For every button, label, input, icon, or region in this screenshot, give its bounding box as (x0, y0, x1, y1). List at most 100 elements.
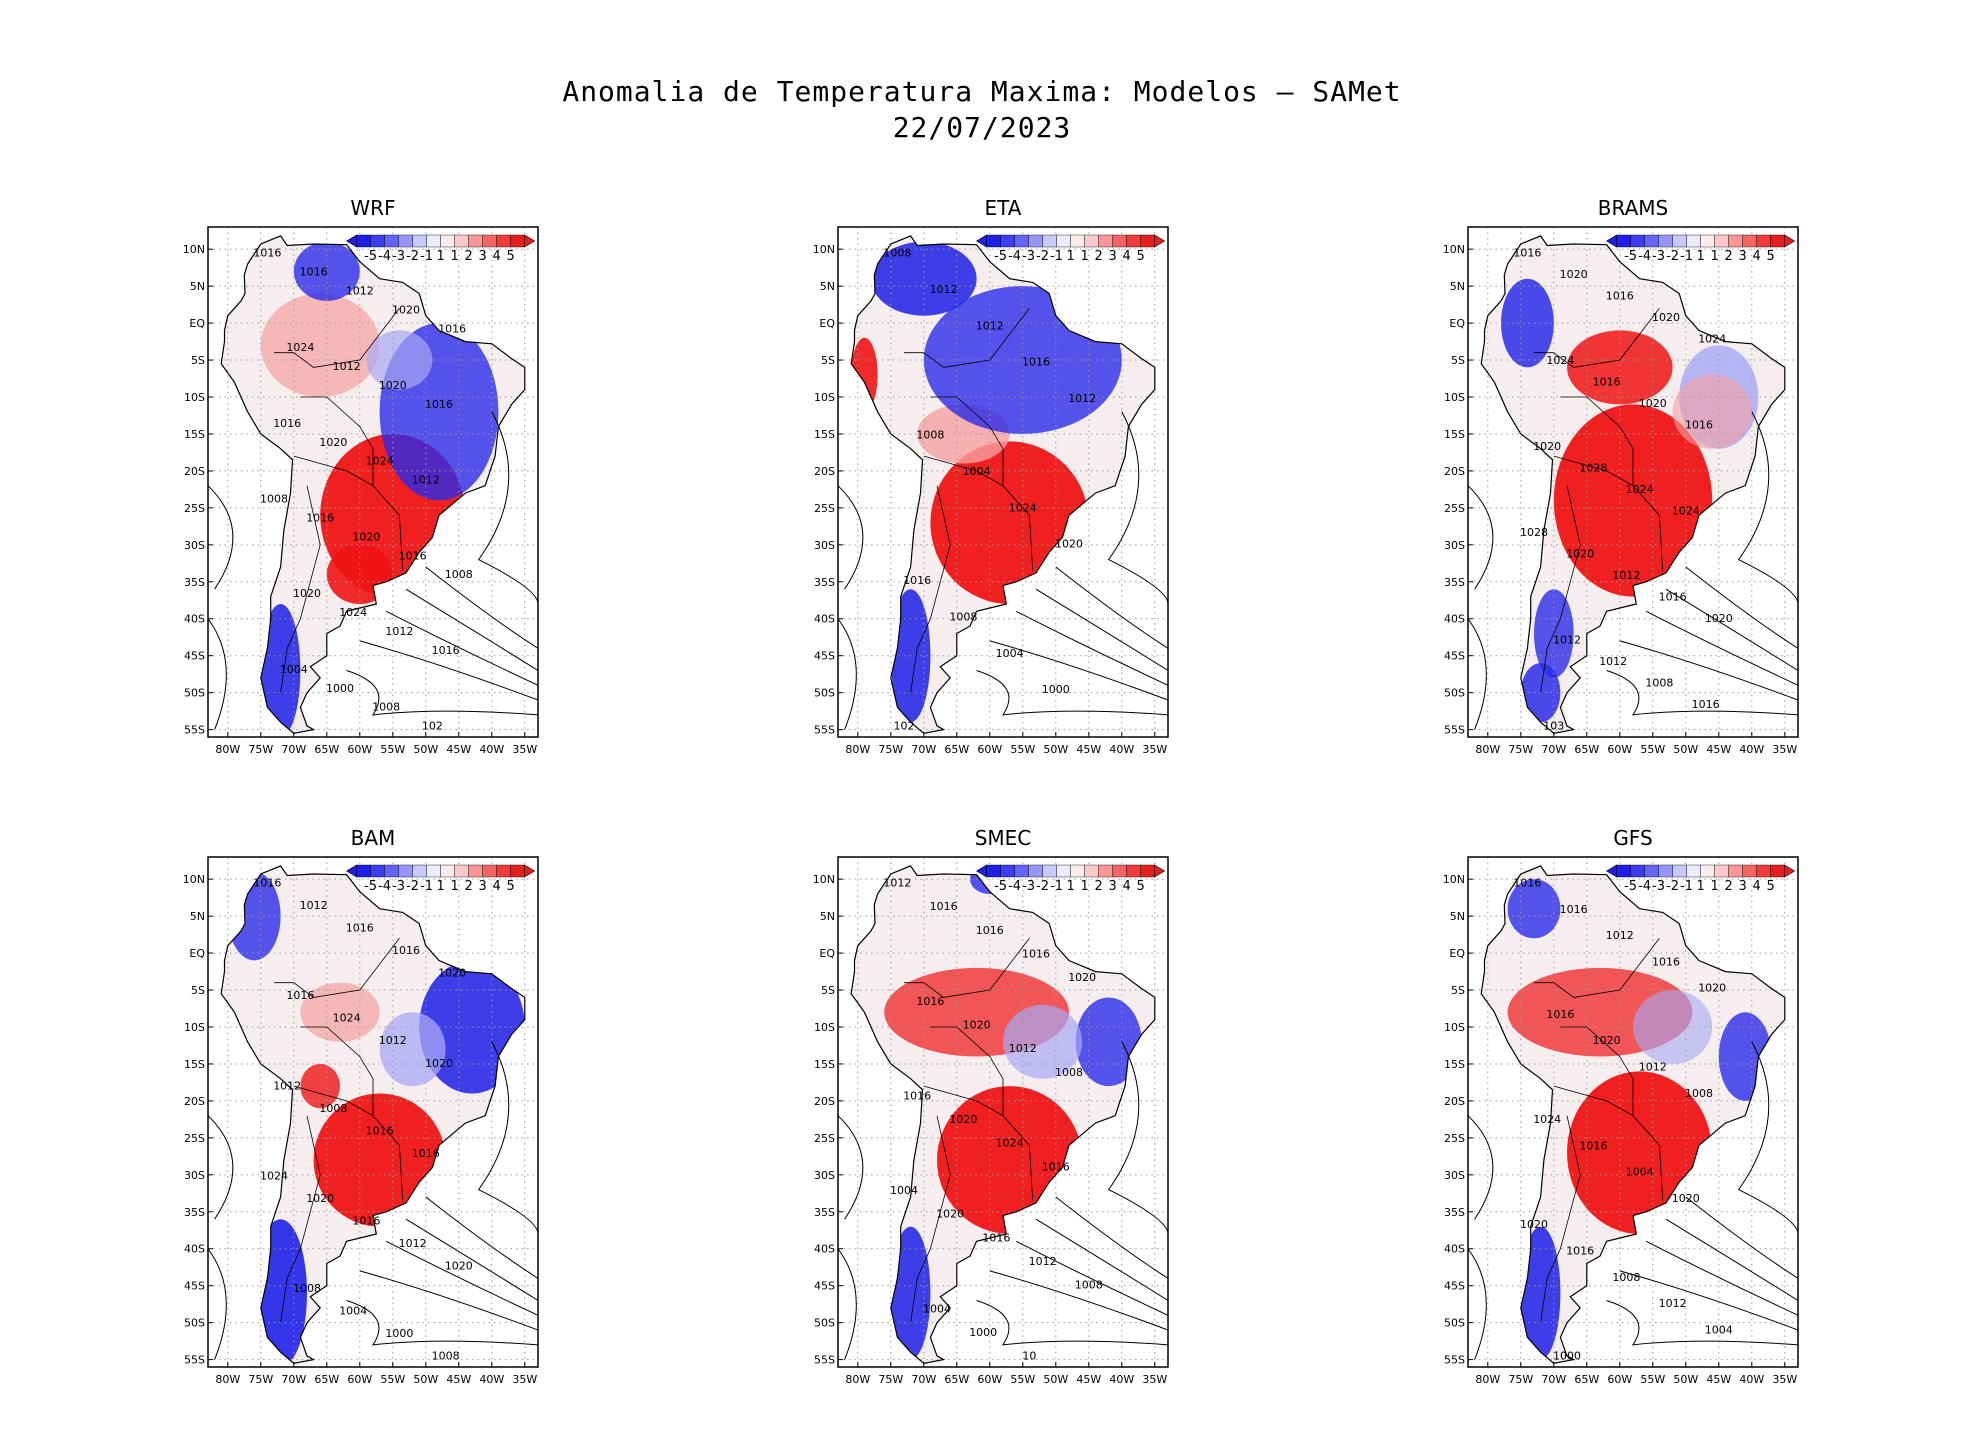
lon-tick-label: 50W (1673, 743, 1698, 756)
colorbar-swatch (1728, 234, 1743, 248)
colorbar-label: -5 (994, 249, 1007, 264)
lon-tick-label: 80W (1475, 1373, 1500, 1386)
country-border (274, 308, 400, 368)
colorbar-swatch (1686, 864, 1701, 878)
lat-tick-label: 5S (191, 984, 205, 997)
isobar-label: 1008 (883, 247, 911, 260)
colorbar-swatch (1630, 234, 1645, 248)
isobar-line (359, 640, 538, 701)
anomaly-warm (851, 337, 878, 412)
colorbar-label: 1 (450, 249, 458, 264)
colorbar-swatch (986, 234, 1001, 248)
isobar-line (477, 411, 538, 605)
colorbar-swatch (1714, 234, 1729, 248)
lon-tick-label: 70W (281, 1373, 306, 1386)
isobar-line (425, 1196, 538, 1279)
lat-tick-label: 5S (821, 354, 835, 367)
isobar-label: 1016 (366, 1124, 394, 1137)
colorbar-label: -2 (1666, 879, 1679, 894)
colorbar-arrow-left (976, 234, 987, 248)
lat-tick-label: 30S (184, 1169, 205, 1182)
lon-tick-label: 65W (944, 743, 969, 756)
isobar-label: 1016 (903, 1089, 931, 1102)
isobar-line (1035, 1218, 1168, 1301)
lon-tick-label: 60W (347, 743, 372, 756)
lon-tick-label: 35W (1772, 743, 1797, 756)
lat-tick-label: EQ (819, 947, 835, 960)
lat-tick-label: 20S (814, 1095, 835, 1108)
isobar-label: 1016 (352, 1215, 380, 1228)
colorbar-arrow-left (1606, 864, 1617, 878)
anomaly-field (1501, 278, 1759, 723)
colorbar-swatch (412, 864, 427, 878)
isobar-label: 1004 (890, 1184, 918, 1197)
map-panel-brams: BRAMS 1016 1020 1016 1020 1024 1024 1016 1020 101… (1430, 175, 1810, 775)
colorbar-arrow-left (346, 234, 357, 248)
lat-tick-label: 25S (1444, 502, 1465, 515)
lat-tick-label: 55S (1444, 724, 1465, 737)
colorbar-swatch (1742, 234, 1757, 248)
isobar-label: 1016 (982, 1231, 1010, 1244)
colorbar-arrow-right (1154, 234, 1166, 248)
map-panel-gfs: GFS 1016 1016 1012 1016 1020 1016 1020 1012 1008 1… (1430, 805, 1810, 1405)
lat-tick-label: 50S (1444, 1317, 1465, 1330)
colorbar-swatch (1042, 234, 1057, 248)
lat-tick-label: 30S (1444, 539, 1465, 552)
colorbar-label: -5 (364, 879, 377, 894)
colorbar-swatch (986, 864, 1001, 878)
isobar-label: 1012 (930, 283, 958, 296)
lon-tick-label: 65W (1574, 1373, 1599, 1386)
isobar-line (1645, 610, 1798, 686)
country-border (910, 1115, 951, 1323)
isobar-line (1107, 411, 1168, 605)
isobar-label: 1016 (1685, 419, 1713, 432)
lat-tick-label: 20S (184, 465, 205, 478)
country-border (300, 396, 374, 486)
lat-tick-label: 5N (190, 280, 205, 293)
map-panel-wrf: WRF 1016 1016 1012 1020 1016 1024 1012 1020 1016 1… (170, 175, 550, 775)
isobar-label: 1012 (1553, 634, 1581, 647)
isobar-label: 1008 (1685, 1087, 1713, 1100)
map-frame (1467, 226, 1799, 738)
coastline (220, 865, 526, 1364)
colorbar-swatch (482, 864, 497, 878)
isobar-label: 1024 (1698, 333, 1726, 346)
isobar-label: 1008 (293, 1282, 321, 1295)
colorbar-swatch (1042, 864, 1057, 878)
isobar-label: 1016 (253, 877, 281, 890)
country-border (1540, 485, 1581, 693)
colorbar-swatch (412, 234, 427, 248)
isobar-label: 1012 (976, 319, 1004, 332)
isobar-label: 1000 (969, 1326, 997, 1339)
colorbar-label: 4 (492, 249, 500, 264)
colorbar-swatch (1658, 234, 1673, 248)
colorbar-label: 3 (1738, 879, 1746, 894)
isobar-label: 1008 (1055, 1066, 1083, 1079)
lon-tick-label: 40W (1109, 743, 1134, 756)
colorbar-swatch (370, 864, 385, 878)
isobar-line (405, 588, 538, 671)
anomaly-cool (1520, 1226, 1561, 1360)
lon-tick-label: 75W (248, 743, 273, 756)
lon-tick-label: 35W (512, 1373, 537, 1386)
isobar-label: 1020 (306, 1192, 334, 1205)
isobar-line (1468, 485, 1494, 590)
map-svg: BRAMS10161020101610201024102410161020101… (1443, 196, 1799, 756)
isobar-line (1015, 1240, 1168, 1316)
isobar-line (208, 618, 227, 730)
colorbar-swatch (1770, 864, 1785, 878)
anomaly-warm_light (1672, 374, 1752, 449)
map-panel-eta: ETA 1008 1012 1012 1016 1012 1008 1004 1024 1020 1… (800, 175, 1180, 775)
isobar-label: 1016 (432, 644, 460, 657)
map-frame (837, 856, 1169, 1368)
isobar-line (1685, 566, 1798, 649)
colorbar-swatch (1140, 234, 1155, 248)
colorbar-swatch (1140, 864, 1155, 878)
isobar-label: 1008 (1075, 1279, 1103, 1292)
lat-tick-label: 15S (184, 1058, 205, 1071)
isobar-label: 1012 (300, 899, 328, 912)
lon-tick-label: 75W (878, 743, 903, 756)
map-frame (207, 226, 539, 738)
colorbar-label: 4 (1752, 249, 1760, 264)
anomaly-warm (1553, 404, 1713, 597)
